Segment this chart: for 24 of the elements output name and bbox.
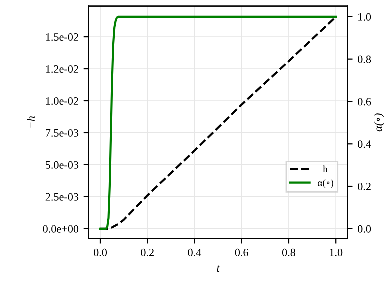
x-tick-label: 0.4 bbox=[188, 248, 202, 256]
y-tick-label: 2.5e-03 bbox=[46, 193, 79, 201]
y-axis-title: −h bbox=[27, 116, 35, 128]
legend-label: −h bbox=[318, 166, 328, 172]
x-tick-label: 0.0 bbox=[94, 248, 108, 256]
y2-axis-title: α(∘) bbox=[374, 114, 384, 132]
y-tick-label: 5.0e-03 bbox=[46, 161, 79, 169]
legend-label: α(∘) bbox=[318, 179, 334, 188]
x-axis-title: t bbox=[217, 266, 220, 272]
y2-tick-label: 0.8 bbox=[358, 56, 372, 64]
y-tick-label: 1.2e-02 bbox=[46, 65, 78, 74]
y2-tick-label: 1.0 bbox=[358, 13, 372, 21]
y-tick-label: 1.5e-02 bbox=[46, 34, 78, 42]
y-tick-label: 0.0e+00 bbox=[43, 225, 79, 233]
x-tick-label: 0.8 bbox=[282, 248, 296, 256]
x-tick-label: 0.2 bbox=[141, 248, 154, 256]
y2-tick-label: 0.2 bbox=[358, 182, 371, 191]
y2-tick-label: 0.0 bbox=[358, 225, 372, 233]
y-tick-label: 7.5e-03 bbox=[46, 129, 79, 137]
x-tick-label: 0.6 bbox=[235, 248, 248, 256]
y2-tick-label: 0.6 bbox=[358, 98, 372, 106]
x-tick-label: 1.0 bbox=[330, 248, 343, 256]
y-tick-label: 1.0e-02 bbox=[46, 97, 78, 106]
y2-tick-label: 0.4 bbox=[358, 140, 372, 148]
